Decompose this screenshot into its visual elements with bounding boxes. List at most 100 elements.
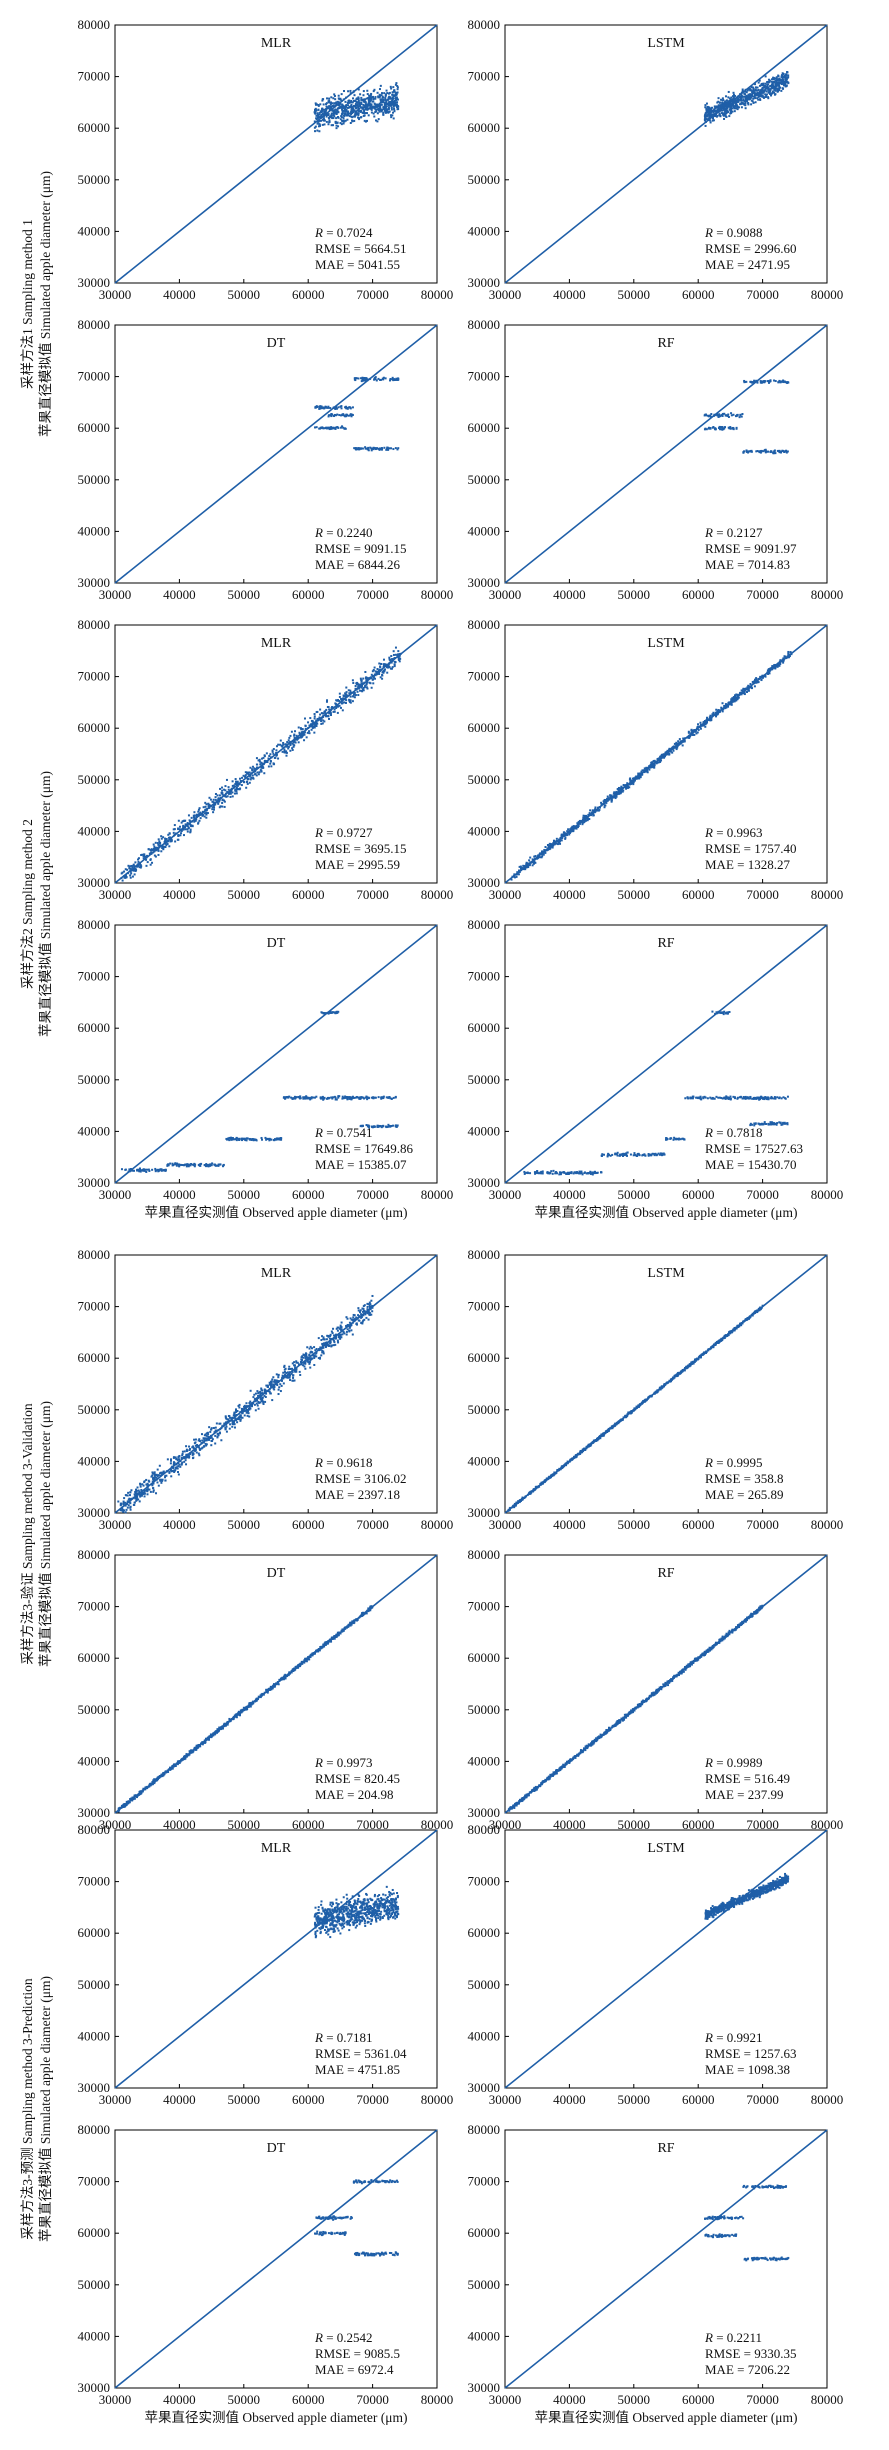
data-point: [279, 743, 282, 746]
data-point: [144, 1168, 147, 1171]
data-point: [331, 413, 334, 416]
data-point: [327, 406, 330, 409]
data-point: [291, 1369, 294, 1372]
data-point: [715, 111, 718, 114]
data-point: [749, 1124, 752, 1127]
data-point: [729, 1095, 732, 1098]
data-point: [324, 111, 327, 114]
data-point: [758, 1098, 761, 1101]
data-point: [239, 779, 242, 782]
data-point: [777, 81, 780, 84]
data-point: [347, 689, 350, 692]
data-point: [205, 1434, 208, 1437]
data-point: [550, 843, 553, 846]
data-point: [323, 110, 326, 113]
y-tick-label: 50000: [78, 1072, 111, 1087]
data-point: [759, 89, 762, 92]
data-point: [376, 112, 379, 115]
data-point: [289, 734, 292, 737]
data-point: [316, 719, 319, 722]
data-point: [355, 681, 358, 684]
data-point: [605, 801, 608, 804]
data-point: [671, 747, 674, 750]
data-point: [717, 1011, 720, 1014]
data-point: [366, 89, 369, 92]
data-point: [382, 1095, 385, 1098]
data-point: [730, 414, 733, 417]
data-point: [365, 377, 368, 380]
x-tick-label: 30000: [489, 887, 522, 902]
data-point: [327, 1334, 330, 1337]
data-point: [360, 101, 363, 104]
data-point: [261, 762, 264, 765]
data-point: [311, 720, 314, 723]
data-point: [208, 796, 211, 799]
data-point: [154, 855, 157, 858]
data-point: [359, 689, 362, 692]
data-point: [143, 855, 146, 858]
data-point: [302, 1096, 305, 1099]
data-point: [253, 767, 256, 770]
data-point: [704, 104, 707, 107]
data-point: [341, 110, 344, 113]
data-point: [741, 1097, 744, 1100]
data-point: [739, 1095, 742, 1098]
data-point: [580, 1171, 583, 1174]
data-point: [326, 1334, 329, 1337]
data-point: [726, 109, 729, 112]
data-point: [728, 703, 731, 706]
x-tick-label: 60000: [682, 287, 715, 302]
data-point: [351, 101, 354, 104]
data-point: [725, 106, 728, 109]
data-point: [363, 681, 366, 684]
data-point: [322, 712, 325, 715]
data-point: [748, 88, 751, 91]
data-point: [345, 686, 348, 689]
data-point: [740, 96, 743, 99]
data-point: [373, 102, 376, 105]
data-point: [345, 1330, 348, 1333]
data-point: [777, 662, 780, 665]
data-point: [363, 114, 366, 117]
data-point: [345, 108, 348, 111]
data-point: [373, 107, 376, 110]
data-point: [335, 1010, 338, 1013]
data-point: [301, 733, 304, 736]
data-point: [376, 103, 379, 106]
data-point: [747, 103, 750, 106]
data-point: [691, 732, 694, 735]
x-tick-label: 60000: [292, 887, 325, 902]
scatter-panel-dt: 30000 40000 50000 60000 70000 800003000040000…: [78, 917, 454, 1202]
data-point: [705, 102, 708, 105]
data-point: [320, 405, 323, 408]
data-point: [159, 1168, 162, 1171]
data-point: [393, 665, 396, 668]
data-point: [547, 848, 550, 851]
data-point: [772, 452, 775, 455]
data-point: [282, 1096, 285, 1099]
data-point: [213, 806, 216, 809]
data-point: [707, 117, 710, 120]
data-point: [230, 1138, 233, 1141]
data-point: [602, 803, 605, 806]
data-point: [221, 789, 224, 792]
data-point: [388, 97, 391, 100]
data-point: [780, 89, 783, 92]
data-point: [707, 112, 710, 115]
data-point: [373, 666, 376, 669]
data-point: [741, 413, 744, 416]
data-point: [587, 813, 590, 816]
data-point: [287, 739, 290, 742]
data-point: [598, 806, 601, 809]
data-point: [373, 115, 376, 118]
data-point: [392, 105, 395, 108]
data-point: [733, 696, 736, 699]
data-point: [519, 865, 522, 868]
x-tick-label: 30000: [489, 287, 522, 302]
data-point: [193, 817, 196, 820]
data-point: [739, 93, 742, 96]
data-point: [343, 414, 346, 417]
data-point: [352, 97, 355, 100]
stat-r: R = 0.2127: [704, 525, 763, 540]
data-point: [552, 842, 555, 845]
